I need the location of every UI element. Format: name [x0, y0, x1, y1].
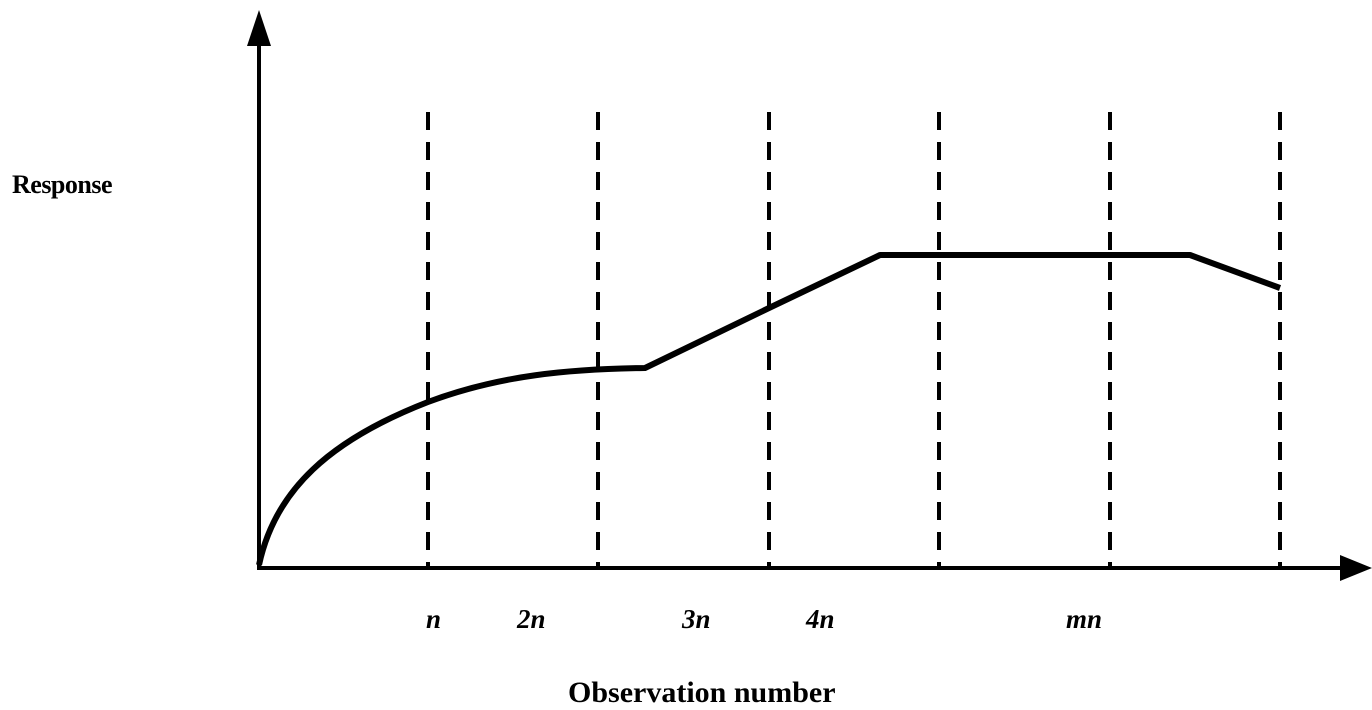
tick-label-4n: 4n [806, 604, 835, 634]
tick-label-n: n [426, 604, 442, 634]
y-axis-label: Response [12, 170, 113, 199]
tick-label-mn: mn [1066, 604, 1103, 634]
response-curve [256, 252, 1282, 566]
tick-label-3n: 3n [682, 604, 711, 634]
x-axis-arrowhead [1340, 555, 1372, 581]
y-axis-arrowhead [247, 10, 271, 46]
tick-label-2n: 2n [517, 604, 546, 634]
x-axis-label: Observation number [568, 676, 836, 709]
